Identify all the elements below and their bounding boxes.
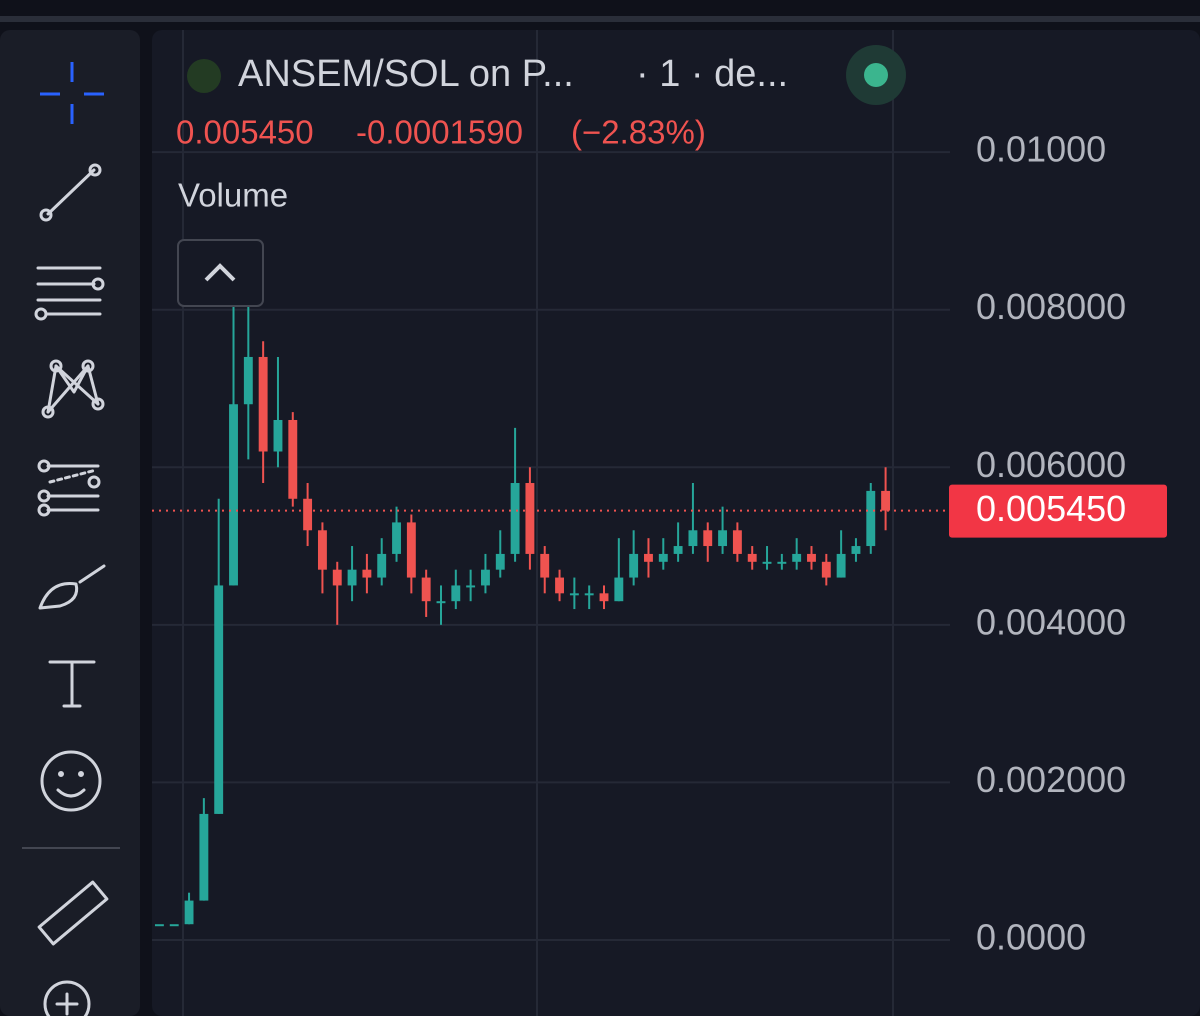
pattern-tool[interactable]	[41, 359, 105, 419]
brush-tool[interactable]	[38, 564, 106, 610]
indicator-name[interactable]: Volume	[178, 177, 288, 214]
candle-body	[243, 356, 253, 405]
candle-body	[836, 553, 846, 578]
candle-body	[540, 553, 550, 578]
last-price: 0.005450	[176, 114, 314, 151]
candle-body	[154, 924, 164, 927]
status-dot	[864, 63, 888, 87]
symbol-logo	[187, 59, 221, 93]
candle-body	[644, 553, 653, 562]
candle-body	[169, 924, 179, 927]
candle-body	[718, 530, 728, 547]
candle-body	[288, 419, 298, 499]
candle-body	[866, 490, 876, 547]
candle-body	[792, 553, 802, 562]
fib-tool[interactable]	[34, 266, 105, 321]
candle-body	[732, 530, 742, 554]
candle-body	[481, 569, 490, 586]
candle-body	[377, 553, 387, 578]
candle-body	[658, 553, 668, 562]
trendline-tool[interactable]	[39, 163, 102, 222]
crosshair-tool[interactable]	[40, 62, 104, 124]
top-bar	[0, 16, 1200, 22]
candle-body	[673, 546, 683, 554]
candle-body	[332, 569, 342, 586]
candle-body	[555, 577, 564, 594]
candle-body	[466, 585, 476, 588]
candle-body	[599, 593, 609, 602]
candle-body	[629, 553, 639, 578]
candle-body	[510, 483, 520, 554]
symbol-name[interactable]: ANSEM/SOL on P...	[238, 53, 574, 95]
candle-body	[525, 483, 535, 554]
candle-body	[184, 900, 194, 925]
candle-body	[258, 356, 268, 452]
candle-body	[273, 419, 283, 452]
plot-area: 0.01000 0.008000 0.006000 0.004000 0.002000 0…	[152, 30, 1167, 1016]
collapse-button[interactable]	[177, 239, 264, 307]
price-change-pct: (−2.83%)	[571, 114, 706, 151]
y-tick-label: 0.002000	[976, 759, 1126, 800]
last-price-label: 0.005450	[976, 488, 1126, 529]
candle-body	[436, 601, 446, 604]
forecast-tool[interactable]	[37, 459, 101, 517]
candle-body	[881, 490, 891, 511]
y-tick-label: 0.006000	[976, 444, 1126, 485]
candle-body	[688, 530, 698, 547]
candle-body	[569, 593, 579, 596]
y-tick-label: 0.0000	[976, 916, 1086, 957]
toolbar	[0, 30, 140, 1016]
candle-body	[777, 561, 787, 564]
candle-body	[762, 561, 772, 564]
text-tool[interactable]	[48, 660, 96, 708]
candle-body	[317, 530, 327, 570]
candle-body	[495, 553, 505, 570]
y-tick-label: 0.008000	[976, 286, 1126, 327]
candle-body	[303, 498, 313, 531]
candle-body	[451, 585, 461, 602]
candle-body	[421, 577, 431, 602]
candle-body	[406, 522, 416, 578]
chart-panel	[152, 30, 1200, 1016]
candle-body	[347, 569, 357, 586]
candle-body	[614, 577, 624, 602]
candle-body	[199, 813, 209, 901]
price-change: -0.0001590	[356, 114, 523, 151]
ruler-tool[interactable]	[37, 880, 109, 946]
y-tick-label: 0.01000	[976, 129, 1106, 170]
last-price-badge	[949, 484, 1167, 538]
zoom-tool[interactable]	[43, 980, 91, 1016]
candle-body	[703, 530, 713, 547]
y-tick-label: 0.004000	[976, 601, 1126, 642]
candle-body	[807, 553, 816, 562]
candle-body	[851, 546, 861, 554]
candle-body	[229, 404, 238, 586]
candle-body	[584, 593, 594, 596]
interval[interactable]: · 1 · de...	[636, 53, 788, 95]
candle-body	[362, 569, 372, 578]
candle-body	[747, 553, 757, 562]
candle-body	[214, 585, 224, 814]
emoji-tool[interactable]	[40, 750, 102, 812]
candle-body	[392, 522, 401, 554]
candle-body	[821, 561, 831, 578]
